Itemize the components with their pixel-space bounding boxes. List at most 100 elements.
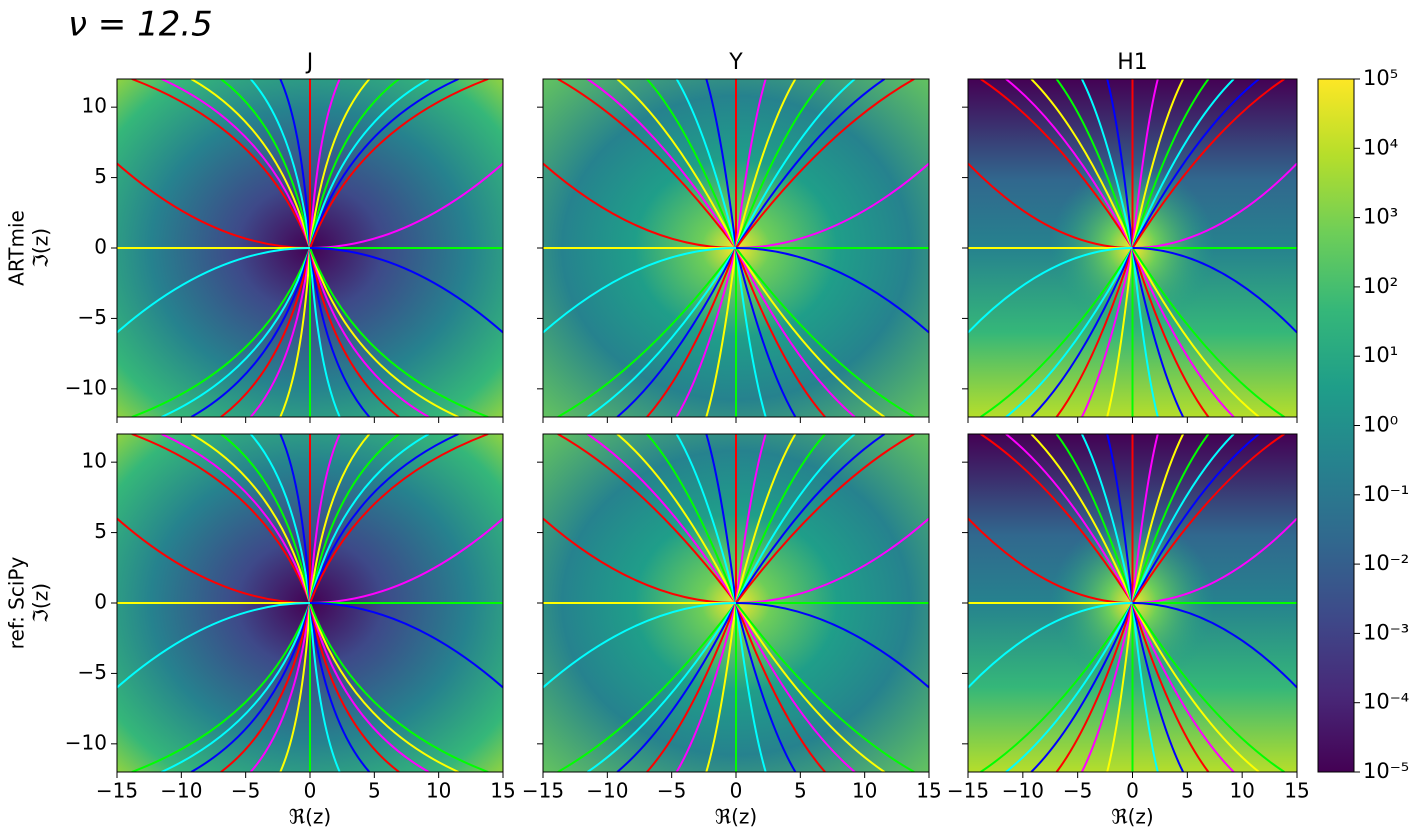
phase-contour (675, 434, 737, 604)
phase-contour (968, 162, 1133, 249)
colorbar-tick-label: 10⁰ (1363, 413, 1398, 437)
y-axis-label: ℑ(z) (29, 228, 53, 268)
x-axis-label: ℜ(z) (289, 805, 331, 829)
phase-contour (131, 79, 311, 249)
panel (117, 79, 503, 417)
colorbar-tick-label: 10¹ (1363, 343, 1398, 367)
phase-contour (1030, 602, 1134, 772)
phase-contour (309, 602, 489, 772)
x-tick-label: −15 (947, 779, 989, 803)
phase-contour (1132, 517, 1297, 604)
x-tick-label: 0 (730, 779, 743, 803)
phase-contour (309, 602, 503, 689)
phase-contour (735, 602, 915, 772)
x-tick-label: 5 (794, 779, 807, 803)
phase-contour (968, 247, 1133, 334)
phase-contour (1132, 162, 1297, 249)
phase-contour (735, 162, 929, 249)
phase-contour (735, 434, 915, 604)
phase-contour (1131, 79, 1260, 249)
row-label: ARTmie (5, 210, 29, 286)
colorbar-tick-label: 10⁻² (1363, 551, 1409, 575)
phase-contour (161, 602, 311, 772)
phase-contour (735, 247, 929, 334)
phase-contour (735, 434, 886, 604)
phase-contour (190, 434, 311, 604)
colorbar-tick-label: 10⁻¹ (1363, 482, 1409, 506)
x-tick-label: 10 (426, 779, 451, 803)
phase-contour (1055, 79, 1134, 249)
phase-contour (309, 247, 489, 417)
row-label: ref: SciPy (5, 557, 29, 650)
phase-contour (1131, 247, 1185, 417)
phase-contour (131, 434, 311, 604)
phase-contour (1106, 247, 1134, 417)
phase-contour (980, 247, 1134, 417)
phase-contour (309, 79, 341, 249)
panel (117, 434, 503, 772)
phase-contour (543, 247, 737, 334)
phase-contour (309, 247, 341, 417)
phase-contour (1080, 79, 1134, 249)
phase-contour (249, 79, 311, 249)
phase-contour (309, 79, 371, 249)
phase-contour (735, 79, 856, 249)
phase-contour (735, 79, 915, 249)
phase-contour (735, 602, 826, 772)
phase-contour (705, 602, 737, 772)
column-title: Y (728, 50, 743, 75)
phase-contour (1131, 247, 1235, 417)
x-tick-label: 10 (852, 779, 877, 803)
phase-contour (279, 79, 311, 249)
phase-contour (1055, 247, 1134, 417)
colorbar-tick-label: 10² (1363, 274, 1398, 298)
phase-contour (1132, 602, 1297, 689)
phase-contour (735, 247, 797, 417)
phase-contour (220, 247, 311, 417)
column-title: H1 (1117, 50, 1148, 75)
colorbar (1317, 78, 1355, 773)
phase-contour (980, 79, 1134, 249)
phase-contour (675, 602, 737, 772)
phase-contour (1106, 602, 1134, 772)
phase-contour (735, 79, 886, 249)
phase-contour (309, 434, 400, 604)
phase-contour (735, 79, 826, 249)
phase-contour (309, 434, 489, 604)
colorbar-tick-label: 10³ (1363, 205, 1398, 229)
phase-contour (249, 602, 311, 772)
phase-contour (190, 602, 311, 772)
phase-contour (1131, 247, 1285, 417)
phase-contour (117, 162, 311, 249)
x-tick-label: −5 (231, 779, 260, 803)
x-tick-label: 15 (1284, 779, 1309, 803)
phase-contour (735, 247, 886, 417)
phase-contour (616, 434, 737, 604)
phase-contour (131, 602, 311, 772)
phase-contour (980, 434, 1134, 604)
phase-contour (309, 247, 459, 417)
phase-contour (1131, 79, 1210, 249)
y-tick-label: 0 (94, 590, 107, 614)
phase-contour (309, 517, 503, 604)
phase-contour (1131, 434, 1285, 604)
x-tick-label: −5 (1063, 779, 1092, 803)
phase-contour (543, 162, 737, 249)
phase-contour (1131, 79, 1185, 249)
x-tick-label: −10 (160, 779, 202, 803)
phase-contour (1080, 602, 1134, 772)
phase-contour (249, 247, 311, 417)
phase-contour (1131, 247, 1159, 417)
phase-contour (616, 79, 737, 249)
phase-contour (117, 602, 311, 689)
phase-contour (161, 434, 311, 604)
x-tick-label: −10 (586, 779, 628, 803)
phase-contour (220, 602, 311, 772)
phase-contour (309, 434, 430, 604)
phase-contour (735, 79, 767, 249)
phase-contour (557, 434, 737, 604)
phase-contour (543, 602, 737, 689)
phase-contour (220, 434, 311, 604)
phase-contour (249, 434, 311, 604)
phase-contour (190, 247, 311, 417)
